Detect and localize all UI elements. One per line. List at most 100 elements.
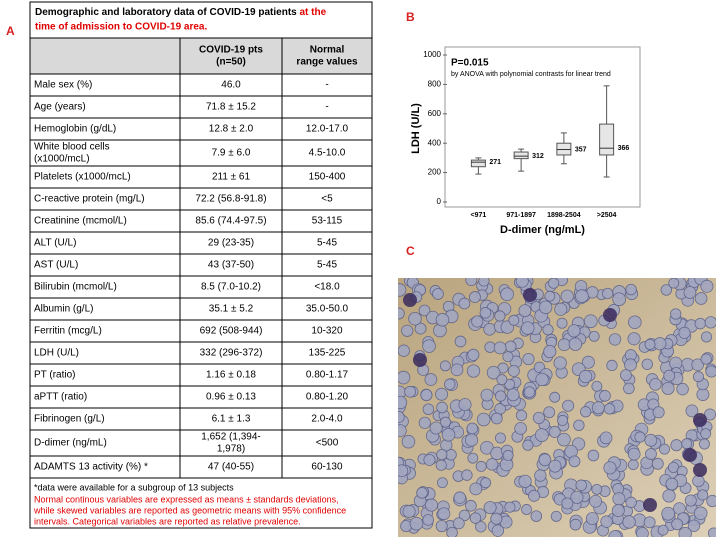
red-cell — [424, 498, 438, 512]
red-cell — [691, 358, 705, 372]
red-cell — [508, 314, 520, 326]
red-cell — [670, 439, 683, 452]
red-cell — [436, 477, 448, 489]
red-cell — [548, 459, 562, 473]
red-cell — [465, 278, 478, 287]
red-cell — [651, 457, 664, 470]
note-line: Normal continous variables are expressed… — [34, 494, 339, 504]
red-cell — [588, 330, 600, 342]
red-cell — [662, 489, 676, 503]
cell-text: 53-115 — [312, 216, 343, 227]
red-cell — [627, 459, 639, 471]
red-cell — [495, 432, 506, 444]
red-cell — [550, 510, 562, 522]
red-cell — [418, 416, 431, 429]
red-cell — [547, 278, 560, 289]
table-title: time of admission to COVID-19 area. — [35, 22, 207, 33]
red-cell — [697, 489, 709, 501]
red-cell — [544, 290, 556, 302]
red-cell — [398, 370, 411, 385]
red-cell — [538, 453, 552, 467]
y-axis-label: LDH (U/L) — [410, 103, 422, 154]
red-cell — [458, 398, 472, 412]
red-cell — [441, 427, 456, 442]
cell-text: 1.16 ± 0.18 — [206, 370, 256, 381]
red-cell — [543, 406, 556, 419]
red-cell — [670, 308, 682, 320]
cell-text: D-dimer (ng/mL) — [34, 438, 107, 449]
red-cell — [521, 504, 533, 515]
red-cell — [398, 395, 408, 410]
cell-text: C-reactive protein (mg/L) — [34, 194, 145, 205]
cell-text: 10-320 — [311, 326, 343, 337]
panel-label: A — [6, 24, 15, 38]
red-cell — [706, 494, 716, 508]
cell-text: Hemoglobin (g/dL) — [34, 124, 116, 135]
red-cell — [700, 428, 712, 440]
red-cell — [665, 477, 679, 491]
cell-text: 7.9 ± 6.0 — [212, 148, 251, 159]
red-cell — [454, 335, 467, 348]
red-cell — [549, 391, 561, 403]
red-cell — [657, 524, 669, 536]
y-tick-label: 600 — [428, 109, 442, 118]
red-cell — [599, 431, 613, 445]
red-cell — [575, 479, 588, 492]
x-tick-label: 1898-2504 — [547, 212, 581, 219]
red-cell — [603, 403, 616, 415]
red-cell — [568, 337, 583, 351]
red-cell — [599, 390, 611, 402]
red-cell — [548, 425, 561, 438]
red-cell — [678, 526, 692, 537]
red-cell — [518, 474, 532, 488]
red-cell — [623, 382, 635, 395]
red-cell — [624, 358, 637, 372]
red-cell — [515, 409, 528, 422]
red-cell — [398, 344, 410, 357]
y-tick-label: 800 — [428, 80, 442, 89]
x-tick-label: >2504 — [597, 212, 617, 219]
red-cell — [557, 338, 571, 352]
red-cell — [446, 526, 458, 537]
cell-text: AST (U/L) — [34, 260, 78, 271]
red-cell — [464, 433, 479, 447]
red-cell — [557, 432, 571, 447]
red-cell — [603, 461, 617, 475]
red-cell — [518, 304, 532, 318]
red-cell — [422, 403, 435, 416]
cell-text: 0.80-1.20 — [306, 392, 349, 403]
cell-text: 211 ± 61 — [212, 172, 251, 183]
red-cell — [398, 307, 405, 320]
sub-annotation: by ANOVA with polynomial contrasts for l… — [451, 71, 611, 78]
red-cell — [514, 422, 528, 435]
cell-text: White blood cells — [34, 142, 110, 153]
red-cell — [636, 527, 649, 537]
y-tick-label: 400 — [428, 138, 442, 147]
cell-text: 8.5 (7.0-10.2) — [201, 282, 261, 293]
cell-text: Bilirubin (mcmol/L) — [34, 282, 117, 293]
panel-label: B — [406, 10, 415, 24]
cell-text: Platelets (x1000/mcL) — [34, 172, 131, 183]
red-cell — [698, 438, 710, 450]
x-tick-label: 971-1897 — [506, 212, 536, 219]
red-cell — [705, 365, 716, 378]
red-cell — [475, 520, 487, 533]
red-cell — [398, 424, 407, 438]
red-cell — [475, 460, 487, 472]
cell-text: 332 (296-372) — [200, 348, 263, 359]
red-cell — [570, 490, 584, 504]
red-cell — [625, 496, 637, 509]
red-cell — [625, 283, 637, 296]
cell-text: 5-45 — [317, 260, 337, 271]
cell-text: Normal — [310, 45, 345, 56]
red-cell — [538, 300, 553, 315]
red-cell — [422, 514, 435, 526]
red-cell — [420, 388, 433, 402]
cell-text: 12.0-17.0 — [306, 124, 349, 135]
note-line: intervals. Categorical variables are rep… — [34, 516, 301, 526]
cell-text: Male sex (%) — [34, 80, 92, 91]
red-cell — [687, 519, 701, 533]
red-cell — [402, 504, 416, 519]
red-cell — [440, 416, 451, 428]
